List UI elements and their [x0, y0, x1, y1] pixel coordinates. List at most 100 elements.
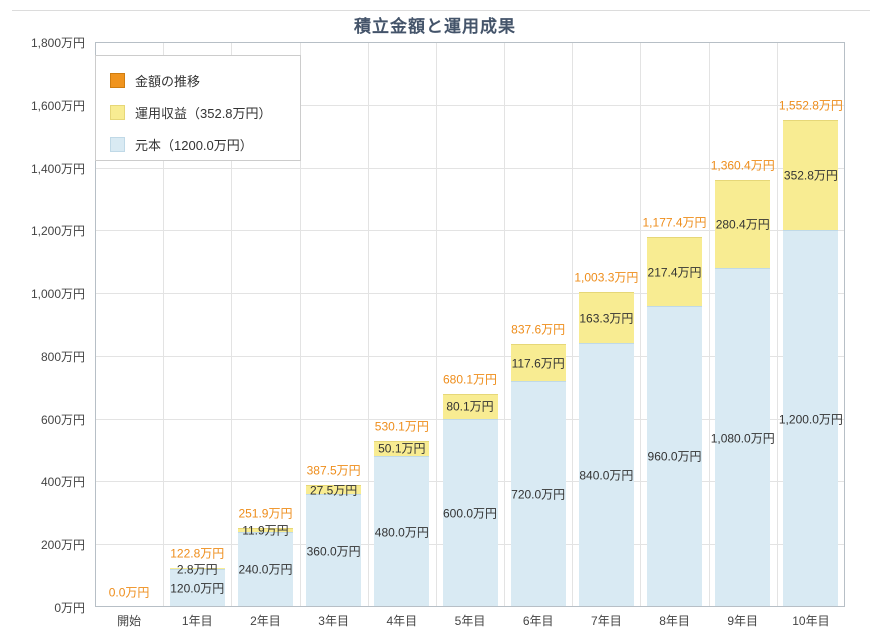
- gridline-vertical: [435, 42, 437, 607]
- bar-profit-segment: [510, 344, 566, 381]
- bar-profit-segment: [237, 527, 293, 532]
- y-axis-label: 1,000万円: [30, 287, 85, 302]
- x-axis-label: 7年目: [591, 614, 622, 628]
- total-value-label: 1,360.4万円: [710, 158, 775, 173]
- total-value-label: 0.0万円: [108, 585, 150, 600]
- profit-value-label: 352.8万円: [783, 168, 838, 183]
- profit-value-label: 27.5万円: [309, 483, 358, 498]
- gridline-horizontal: [95, 104, 845, 106]
- bar-profit-segment: [374, 440, 430, 457]
- principal-value-label: 480.0万円: [374, 525, 429, 540]
- y-axis-label: 800万円: [40, 349, 85, 364]
- x-axis-label: 5年目: [454, 614, 486, 628]
- bar-principal-segment: [306, 494, 362, 607]
- gridline-vertical: [572, 42, 574, 607]
- legend-label-total: 金額の推移: [135, 73, 201, 89]
- profit-value-label: 11.9万円: [242, 523, 289, 538]
- bar-profit-segment: [442, 393, 498, 419]
- gridline-horizontal: [95, 355, 845, 357]
- legend-item-principal: 元本（1200.0万円）: [110, 128, 300, 160]
- y-axis-label: 1,800万円: [30, 36, 85, 50]
- legend-label-profit: 運用収益（352.8万円）: [135, 105, 272, 121]
- gridline-vertical: [504, 42, 506, 607]
- total-value-label: 251.9万円: [238, 506, 293, 521]
- legend-label-principal: 元本（1200.0万円）: [135, 137, 253, 153]
- principal-value-label: 1,080.0万円: [710, 431, 775, 445]
- legend-swatch-principal-icon: [110, 136, 125, 152]
- y-axis-label: 200万円: [40, 538, 85, 553]
- profit-value-label: 217.4万円: [647, 265, 702, 280]
- gridline-vertical: [367, 42, 369, 607]
- x-axis-label: 3年目: [318, 614, 349, 628]
- legend-item-profit: 運用収益（352.8万円）: [110, 96, 300, 128]
- y-axis-label: 600万円: [40, 412, 85, 427]
- legend-item-total: 金額の推移: [110, 64, 300, 96]
- x-axis-label: 6年目: [522, 614, 554, 628]
- total-value-label: 387.5万円: [306, 463, 361, 478]
- y-axis-label: 1,400万円: [30, 161, 85, 176]
- gridline-vertical: [299, 42, 301, 607]
- principal-value-label: 240.0万円: [238, 562, 293, 577]
- profit-value-label: 2.8万円: [176, 562, 218, 577]
- gridline-horizontal: [95, 230, 845, 232]
- bar-principal-segment: [783, 230, 839, 607]
- bar-profit-segment: [783, 119, 839, 231]
- profit-value-label: 163.3万円: [579, 311, 634, 326]
- principal-value-label: 840.0万円: [579, 468, 634, 483]
- legend-swatch-profit-icon: [110, 104, 125, 120]
- bar-profit-segment: [578, 292, 634, 344]
- y-axis-label: 1,200万円: [30, 224, 85, 239]
- y-axis-label: 1,600万円: [30, 98, 85, 113]
- total-value-label: 1,003.3万円: [574, 270, 639, 285]
- total-value-label: 1,177.4万円: [642, 215, 707, 230]
- principal-value-label: 720.0万円: [511, 487, 566, 502]
- gridline-vertical: [231, 42, 233, 607]
- total-value-label: 122.8万円: [170, 546, 225, 561]
- gridline-horizontal: [95, 293, 845, 295]
- chart-title: 積立金額と運用成果: [354, 17, 516, 36]
- principal-value-label: 600.0万円: [442, 506, 498, 521]
- bar-principal-segment: [374, 456, 430, 607]
- bar-profit-segment: [715, 179, 771, 268]
- principal-value-label: 1,200.0万円: [778, 412, 843, 427]
- bar-principal-segment: [647, 305, 703, 607]
- total-value-label: 837.6万円: [511, 322, 566, 337]
- bar-principal-segment: [237, 531, 293, 607]
- gridline-vertical: [708, 42, 710, 607]
- x-axis-label: 2年目: [250, 614, 281, 628]
- bar-principal-segment: [169, 569, 225, 607]
- profit-value-label: 280.4万円: [715, 217, 770, 232]
- gridline-vertical: [776, 42, 778, 607]
- bar-profit-segment: [169, 568, 225, 570]
- bar-principal-segment: [715, 268, 771, 607]
- gridline-horizontal: [95, 167, 845, 169]
- legend-box: 金額の推移 運用収益（352.8万円） 元本（1200.0万円）: [95, 55, 301, 161]
- bar-profit-segment: [306, 485, 362, 494]
- x-axis-label: 1年目: [181, 614, 213, 628]
- bar-principal-segment: [442, 418, 498, 607]
- principal-value-label: 360.0万円: [306, 544, 361, 558]
- bar-profit-segment: [647, 237, 703, 306]
- gridline-vertical: [163, 42, 165, 607]
- principal-value-label: 120.0万円: [170, 581, 225, 596]
- gridline-vertical: [640, 42, 642, 607]
- profit-value-label: 50.1万円: [378, 441, 426, 456]
- profit-value-label: 80.1万円: [446, 399, 494, 414]
- y-axis-label: 400万円: [40, 475, 85, 490]
- x-axis-label: 8年目: [659, 614, 690, 628]
- bar-principal-segment: [578, 343, 634, 607]
- legend-swatch-total-icon: [110, 72, 125, 88]
- x-axis-label: 開始: [117, 614, 142, 628]
- total-value-label: 1,552.8万円: [778, 98, 843, 113]
- y-axis-label: 0万円: [54, 601, 85, 615]
- total-value-label: 530.1万円: [374, 419, 429, 434]
- total-value-label: 680.1万円: [442, 372, 498, 387]
- bar-principal-segment: [510, 381, 566, 607]
- principal-value-label: 960.0万円: [647, 449, 702, 464]
- x-axis-label: 10年目: [792, 614, 830, 628]
- x-axis-label: 4年目: [386, 614, 418, 628]
- x-axis-label: 9年目: [727, 614, 759, 628]
- profit-value-label: 117.6万円: [511, 356, 565, 371]
